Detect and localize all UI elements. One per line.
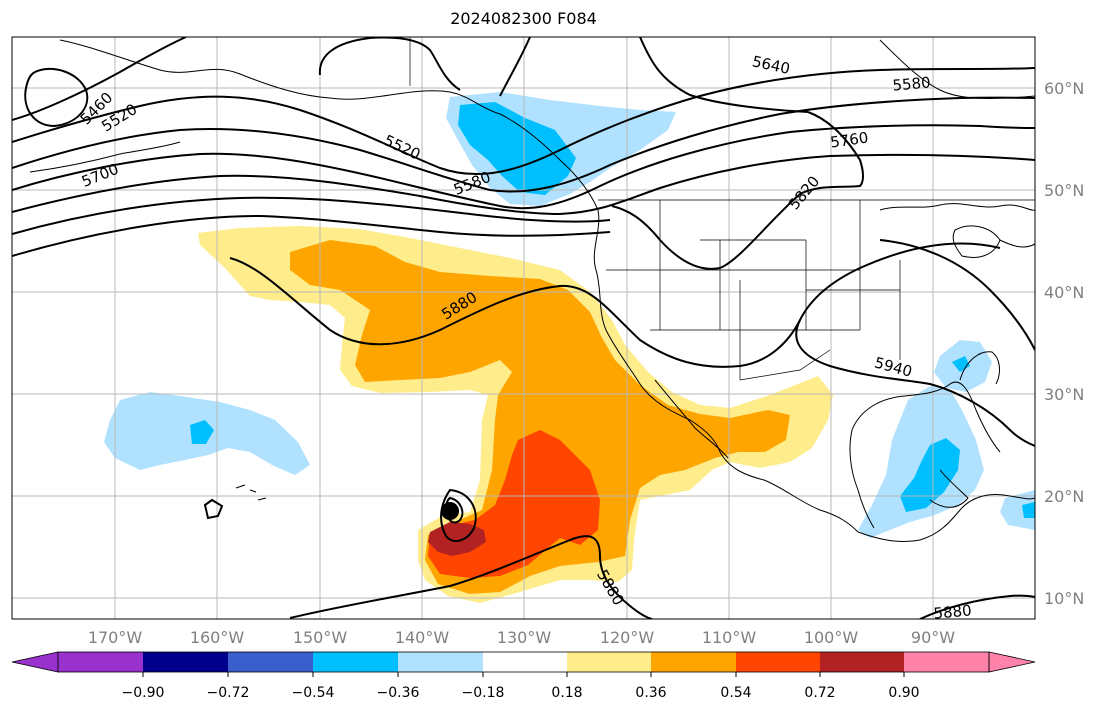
orange-shade (290, 240, 790, 594)
colorbar-tick-label: 0.72 (804, 685, 835, 701)
contour-label: 5580 (892, 73, 932, 94)
colorbar: −0.90 −0.72 −0.54 −0.36 −0.18 0.18 0.36 … (11, 651, 1036, 701)
map-area: 5460 5520 5700 5520 5580 5640 5580 5760 … (12, 37, 1035, 622)
colorbar-segment (904, 652, 989, 672)
map-frame (11, 36, 1036, 620)
coastlines (29, 39, 1035, 543)
blue-shade-hawaii (190, 420, 214, 444)
colorbar-segment (651, 652, 736, 672)
lat-label: 10°N (1044, 589, 1084, 608)
colorbar-low-extend (11, 651, 59, 673)
blue-shade-gulf (900, 438, 960, 512)
colorbar-tick-label: −0.18 (462, 685, 505, 701)
lon-label: 170°W (88, 628, 143, 647)
storm-center-marker (441, 502, 459, 520)
colorbar-tick-label: 0.36 (635, 685, 666, 701)
colorbar-segment (820, 652, 904, 672)
lon-label: 130°W (497, 628, 552, 647)
lon-label: 110°W (702, 628, 757, 647)
colorbar-segment (483, 652, 567, 672)
contour-label: 5880 (933, 601, 973, 622)
lon-label: 100°W (804, 628, 859, 647)
colorbar-segment (228, 652, 313, 672)
lat-label: 50°N (1044, 181, 1084, 200)
colorbar-frame (57, 651, 990, 673)
colorbar-tick-label: 0.18 (551, 685, 582, 701)
colorbar-tick-label: −0.72 (207, 685, 250, 701)
map-title: 2024082300 F084 (450, 9, 597, 28)
colorbar-tick-label: −0.54 (292, 685, 335, 701)
blue-shade-alaska (458, 102, 576, 195)
colorbar-ticks (142, 672, 905, 677)
colorbar-segment (567, 652, 651, 672)
colorbar-tick-label: 0.54 (720, 685, 751, 701)
colorbar-tick-label: −0.36 (377, 685, 420, 701)
colorbar-segment (313, 652, 398, 672)
lon-label: 150°W (293, 628, 348, 647)
light-blue-shade-gulf (858, 386, 984, 538)
height-contours (12, 37, 1035, 619)
colorbar-segment (736, 652, 820, 672)
lat-label: 60°N (1044, 79, 1084, 98)
colorbar-segment (143, 652, 228, 672)
lon-label: 90°W (911, 628, 955, 647)
lon-label: 120°W (600, 628, 655, 647)
blue-shade-caribbean (1022, 502, 1035, 518)
light-blue-shade-caribbean (1000, 490, 1035, 530)
colorbar-segment (58, 652, 143, 672)
colorbar-high-extend (988, 651, 1036, 673)
latitude-labels: 60°N 50°N 40°N 30°N 20°N 10°N (1044, 79, 1084, 608)
colorbar-tick-label: 0.90 (888, 685, 919, 701)
state-borders (409, 37, 1035, 381)
longitude-labels: 170°W 160°W 150°W 140°W 130°W 120°W 110°… (88, 628, 955, 647)
lat-label: 40°N (1044, 283, 1084, 302)
colorbar-tick-label: −0.90 (122, 685, 165, 701)
lon-label: 140°W (395, 628, 450, 647)
colorbar-segment (398, 652, 483, 672)
lon-label: 160°W (190, 628, 245, 647)
gridlines (12, 37, 1035, 619)
contour-label: 5760 (829, 128, 869, 151)
lat-label: 30°N (1044, 385, 1084, 404)
lat-label: 20°N (1044, 487, 1084, 506)
